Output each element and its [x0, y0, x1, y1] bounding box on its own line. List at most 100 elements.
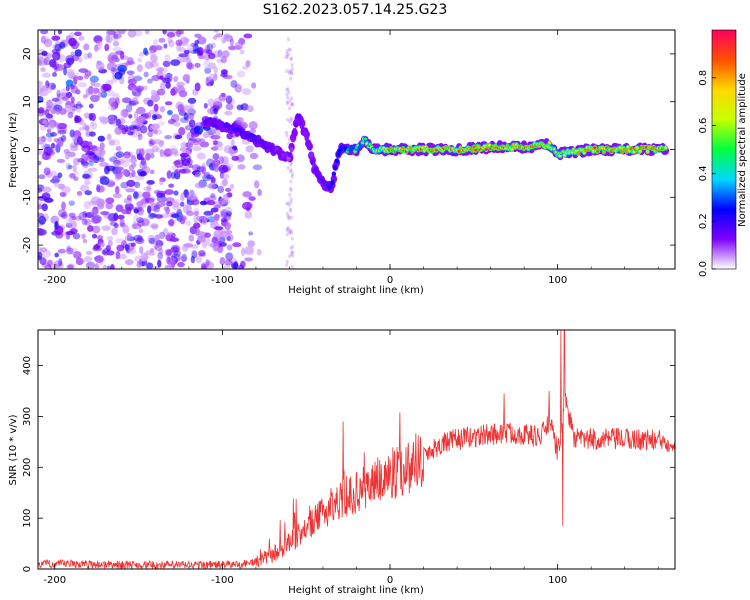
heatmap-noise-blob — [146, 184, 152, 193]
heatmap-noise-blob — [140, 171, 146, 177]
heatmap-noise-blob — [94, 264, 100, 269]
heatmap-noise-blob — [234, 45, 242, 50]
heatmap-noise-blob — [74, 31, 82, 37]
heatmap-noise-blob — [164, 101, 173, 106]
heatmap-noise-blob — [74, 115, 79, 124]
heatmap-noise-blob — [225, 252, 234, 261]
heatmap-noise-blob — [174, 134, 183, 140]
heatmap-noise-blob — [246, 105, 254, 113]
heatmap-noise-blob — [185, 220, 192, 226]
heatmap-noise-blob — [167, 109, 173, 116]
heatmap-noise-blob — [91, 233, 98, 239]
heatmap-noise-blob — [69, 228, 78, 234]
heatmap-noise-blob — [70, 84, 75, 90]
heatmap-noise-blob — [112, 31, 119, 40]
heatmap-noise-blob — [178, 215, 187, 222]
heatmap-noise-blob — [155, 67, 165, 73]
heatmap-noise-blob — [110, 106, 116, 111]
heatmap-ridge-mid — [215, 120, 220, 126]
heatmap-noise-blob — [140, 252, 149, 262]
heatmap-noise-blob — [67, 68, 75, 77]
heatmap-ridge-core — [546, 145, 550, 148]
colorbar-gradient — [711, 29, 737, 270]
heatmap-noise-blob — [228, 45, 237, 51]
heatmap-noise-blob — [167, 35, 173, 44]
heatmap-noise-blob — [285, 69, 289, 74]
heatmap-x-tick-label-1: -100 — [211, 275, 234, 286]
heatmap-noise-blob — [288, 119, 292, 124]
heatmap-noise-blob — [73, 176, 79, 181]
heatmap-noise-blob — [285, 201, 289, 206]
heatmap-noise-blob — [121, 97, 132, 104]
heatmap-ridge-mid — [296, 115, 302, 121]
heatmap-noise-blob — [131, 170, 136, 178]
heatmap-noise-blob — [38, 251, 43, 260]
heatmap-noise-blob — [49, 59, 57, 68]
heatmap-noise-blob — [134, 91, 141, 99]
heatmap-noise-blob — [60, 88, 67, 97]
heatmap-noise-blob — [158, 231, 165, 240]
heatmap-noise-blob — [153, 204, 161, 213]
heatmap-noise-blob — [191, 170, 200, 176]
heatmap-noise-blob — [126, 70, 135, 76]
heatmap-noise-blob — [173, 201, 179, 208]
heatmap-noise-blob — [219, 256, 226, 265]
heatmap-noise-blob — [196, 152, 206, 160]
heatmap-noise-blob — [234, 83, 243, 93]
heatmap-noise-blob — [145, 153, 151, 161]
heatmap-noise-blob — [249, 128, 257, 134]
heatmap-noise-blob — [288, 106, 292, 111]
heatmap-noise-blob — [165, 249, 172, 256]
heatmap-noise-blob — [210, 207, 219, 213]
heatmap-noise-blob — [114, 166, 125, 171]
heatmap-noise-blob — [66, 264, 74, 269]
heatmap-noise-blob — [51, 61, 60, 70]
heatmap-noise-blob — [41, 263, 51, 268]
heatmap-noise-blob — [63, 66, 68, 76]
heatmap-noise-blob — [52, 71, 57, 77]
heatmap-noise-blob — [176, 81, 185, 88]
heatmap-noise-blob — [289, 196, 293, 201]
heatmap-noise-blob — [93, 44, 99, 52]
heatmap-noise-blob — [192, 145, 202, 152]
heatmap-noise-blob — [183, 49, 190, 55]
heatmap-noise-blob — [94, 255, 104, 263]
heatmap-noise-blob — [136, 206, 145, 216]
heatmap-noise-blob — [92, 225, 101, 234]
heatmap-noise-blob — [85, 261, 96, 269]
heatmap-noise-blob — [169, 237, 180, 242]
heatmap-noise-blob — [220, 210, 229, 219]
heatmap-noise-blob — [111, 227, 118, 236]
heatmap-noise-blob — [128, 158, 138, 164]
heatmap-noise-blob — [139, 51, 144, 57]
heatmap-noise-blob — [206, 43, 214, 51]
heatmap-noise-blob — [133, 111, 139, 120]
heatmap-noise-blob — [85, 87, 95, 96]
heatmap-noise-blob — [208, 195, 217, 202]
heatmap-x-ticks: -200 -100 0 100 — [43, 30, 659, 286]
heatmap-noise-blob — [78, 35, 85, 41]
heatmap-noise-blob — [163, 206, 170, 212]
heatmap-noise-blob — [206, 183, 217, 189]
heatmap-y-ticks: -20 -10 0 10 20 — [22, 48, 675, 253]
heatmap-noise-blob — [84, 218, 92, 226]
heatmap-noise-blob — [38, 54, 44, 61]
snr-panel: -200 -100 0 100 0 100 200 300 400 Height of str… — [8, 329, 676, 596]
heatmap-noise-blob — [97, 135, 106, 142]
heatmap-noise-blob — [108, 114, 115, 123]
heatmap-ridge-core — [593, 146, 597, 150]
heatmap-noise-blob — [248, 231, 254, 236]
heatmap-noise-blob — [54, 182, 60, 188]
heatmap-noise-blob — [290, 250, 294, 255]
heatmap-noise-blob — [150, 54, 158, 63]
heatmap-noise-blob — [72, 163, 77, 173]
heatmap-noise-blob — [76, 105, 82, 113]
heatmap-noise-blob — [93, 244, 101, 250]
heatmap-noise-blob — [157, 252, 164, 260]
heatmap-noise-blob — [116, 244, 125, 252]
heatmap-noise-blob — [105, 244, 111, 249]
heatmap-noise-blob — [236, 70, 246, 78]
heatmap-noise-blob — [240, 260, 246, 269]
heatmap-noise-blob — [284, 54, 288, 59]
